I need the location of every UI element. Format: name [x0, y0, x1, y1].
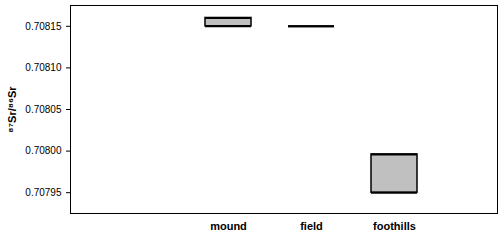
- svg-text:0.70795: 0.70795: [25, 187, 62, 198]
- svg-text:foothills: foothills: [373, 220, 416, 231]
- svg-text:0.70800: 0.70800: [25, 145, 62, 156]
- svg-text:⁸⁷Sr/⁸⁶Sr: ⁸⁷Sr/⁸⁶Sr: [6, 86, 18, 133]
- svg-text:0.70810: 0.70810: [25, 62, 62, 73]
- svg-text:0.70815: 0.70815: [25, 21, 62, 32]
- svg-text:0.70805: 0.70805: [25, 104, 62, 115]
- svg-text:mound: mound: [210, 220, 247, 231]
- svg-text:field: field: [300, 220, 323, 231]
